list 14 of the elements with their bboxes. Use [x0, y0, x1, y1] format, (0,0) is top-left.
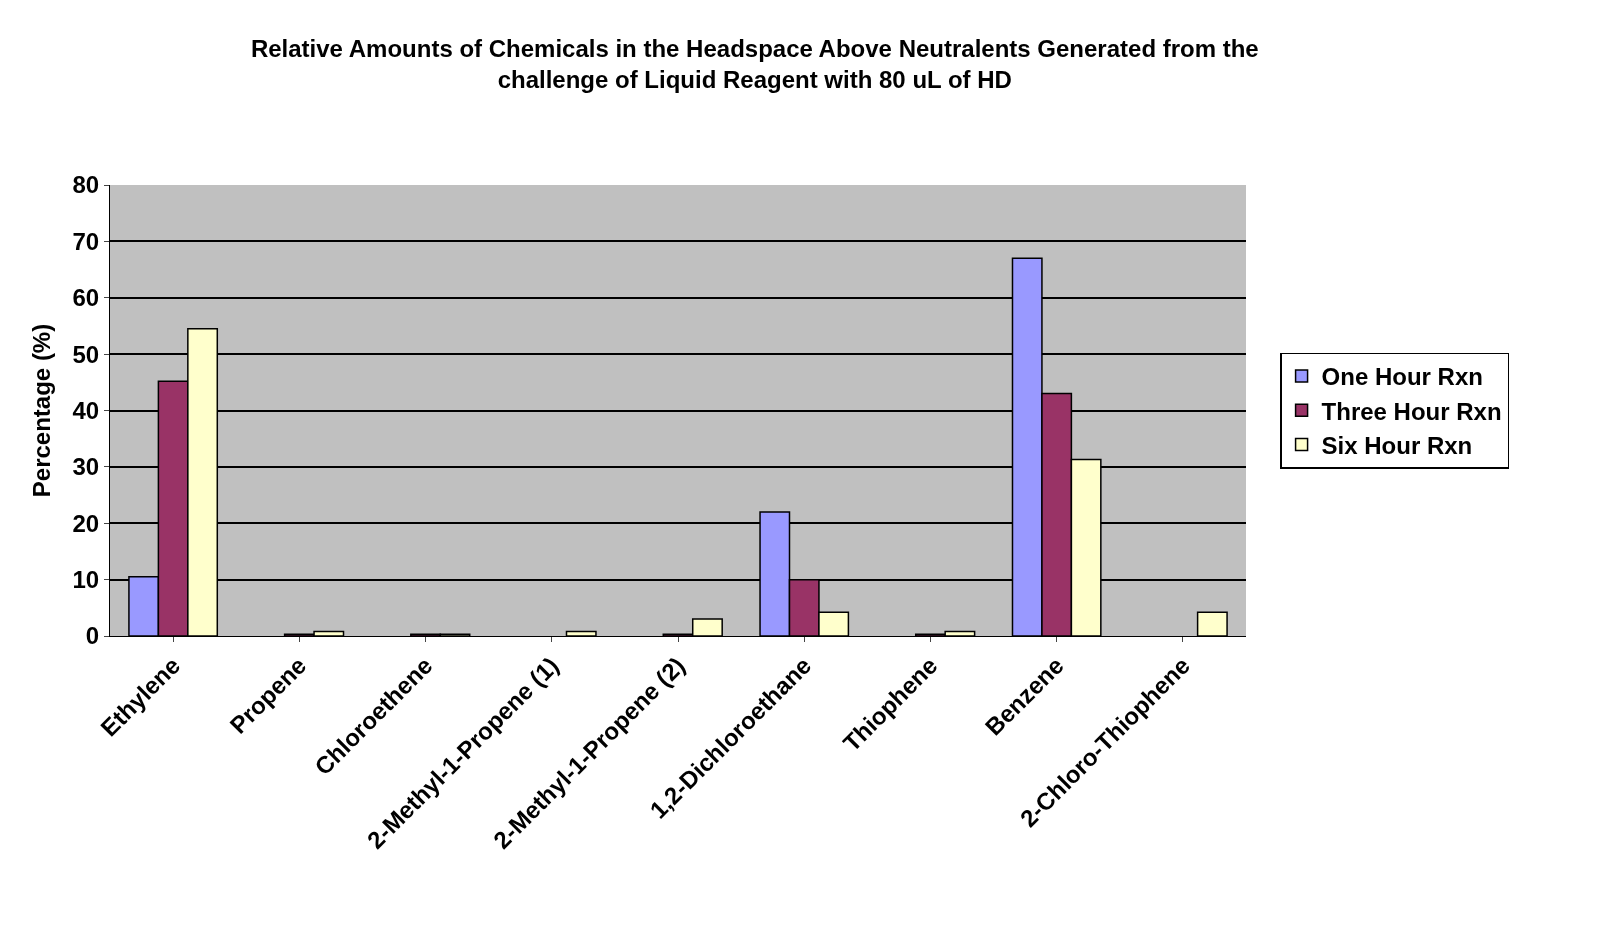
legend-label: One Hour Rxn	[1321, 363, 1483, 391]
chart-title: Relative Amounts of Chemicals in the Headspace Above Neutralents Generated from the challenge of Liquid Reagent with 80 uL of HD	[250, 34, 1259, 93]
y-tick-label: 80	[72, 171, 100, 199]
y-tick-label: 60	[72, 284, 100, 312]
legend-label: Six Hour Rxn	[1321, 431, 1473, 459]
y-tick-label: 10	[72, 566, 100, 594]
y-tick-label: 20	[72, 509, 100, 537]
y-tick-label: 30	[72, 453, 100, 481]
y-axis-title: Percentage (%)	[27, 323, 55, 498]
y-tick-label: 70	[72, 227, 100, 255]
y-tick-label: 0	[85, 622, 100, 650]
y-tick-label: 50	[72, 340, 100, 368]
y-tick-label: 40	[72, 396, 100, 424]
legend-label: Three Hour Rxn	[1321, 397, 1502, 425]
